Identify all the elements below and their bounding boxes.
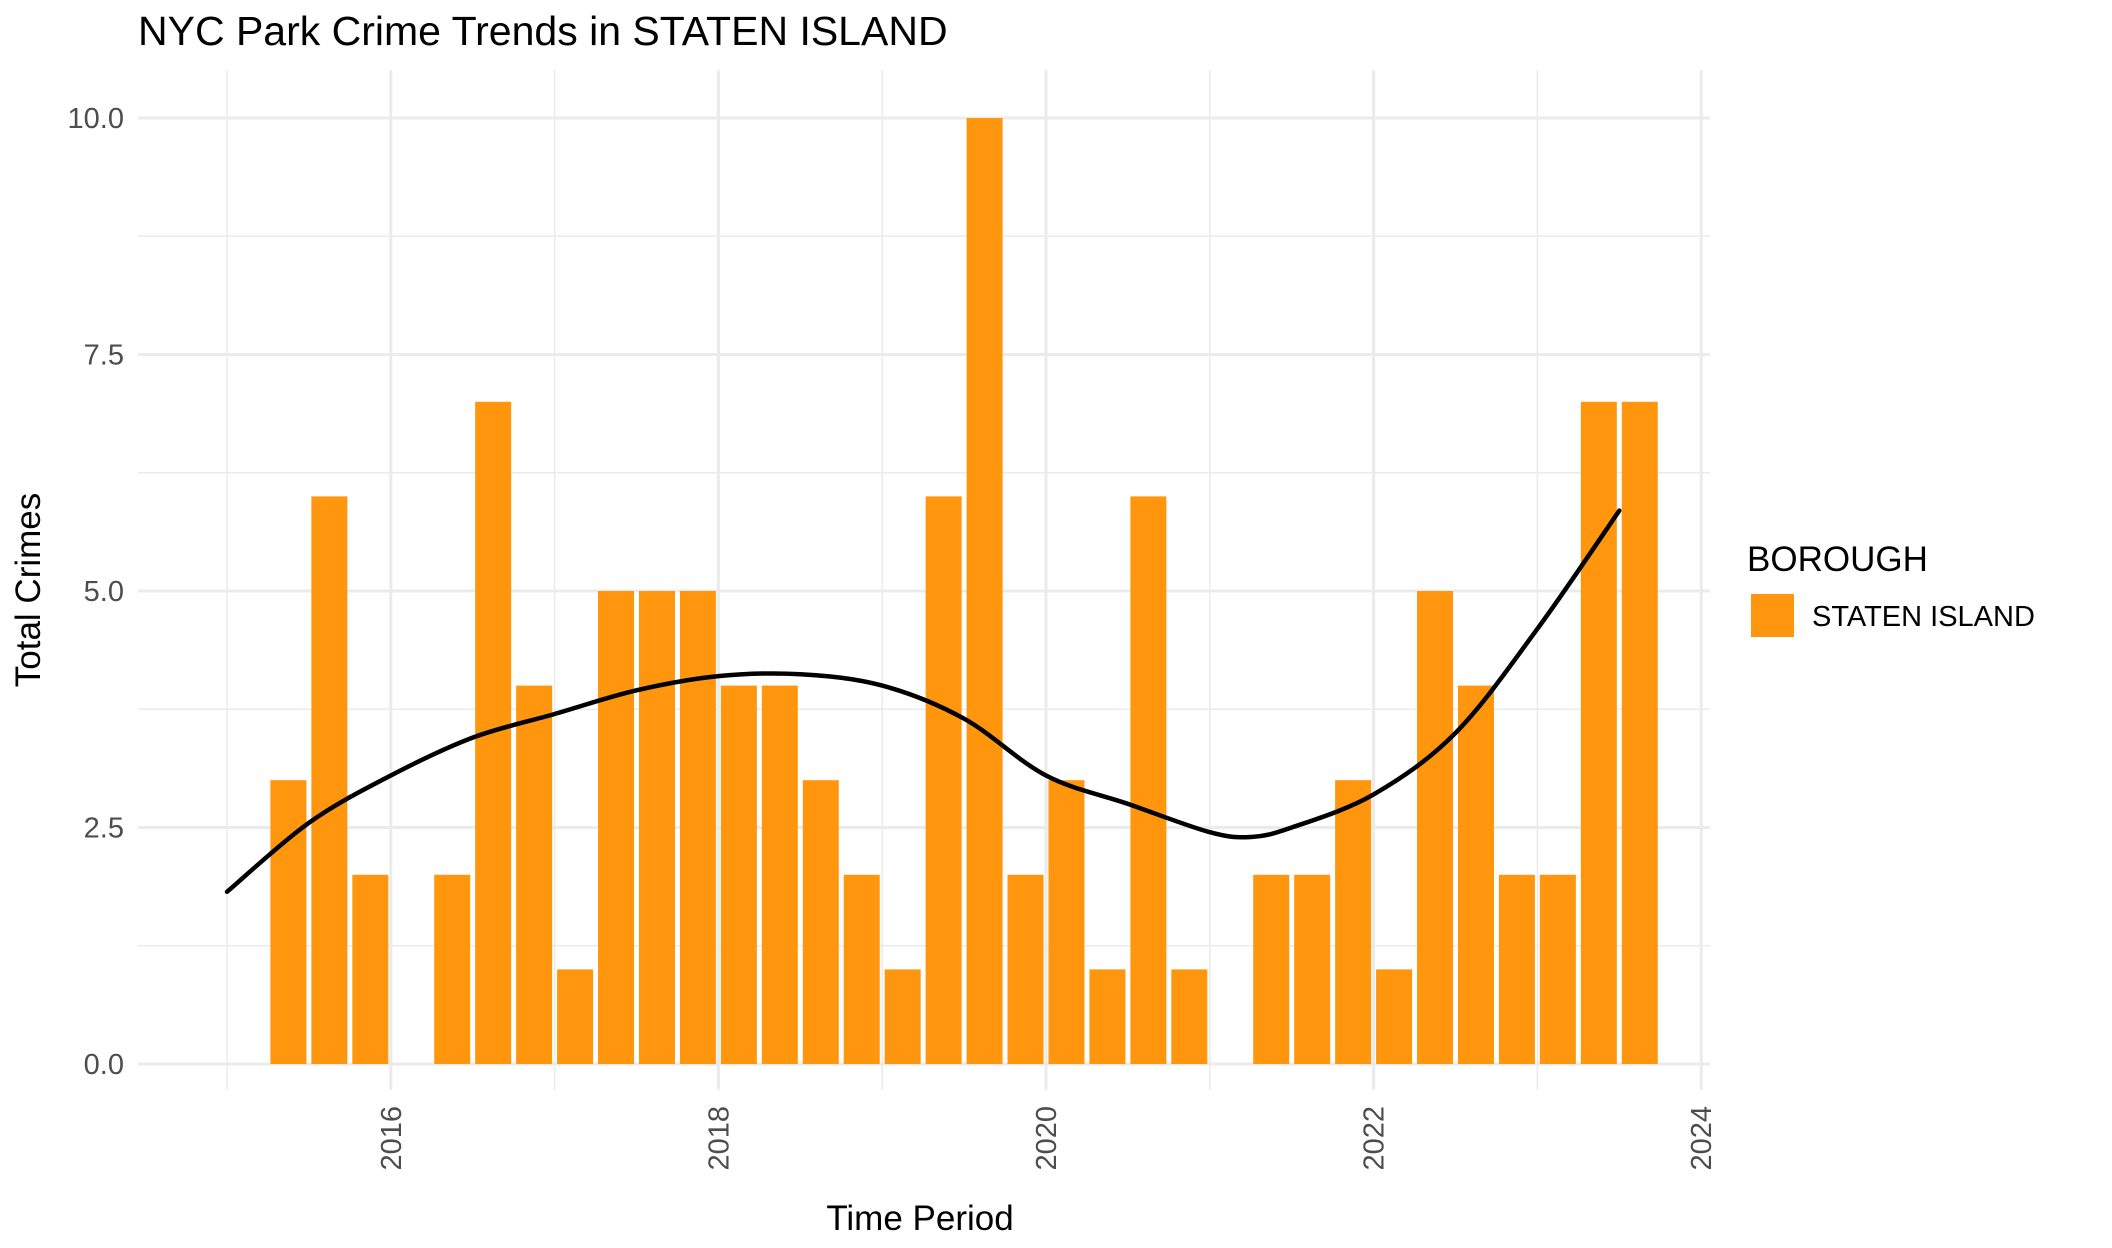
x-tick-label: 2024 — [1686, 1106, 1718, 1171]
bar — [1089, 969, 1126, 1064]
bar — [761, 685, 798, 1064]
bar — [434, 874, 471, 1064]
y-tick-label: 2.5 — [84, 813, 124, 845]
bar — [884, 969, 921, 1064]
legend: BOROUGH STATEN ISLAND — [1747, 540, 2035, 637]
bar — [1376, 969, 1413, 1064]
bar — [1498, 874, 1535, 1064]
bar — [802, 780, 839, 1064]
y-axis-title: Total Crimes — [9, 493, 48, 687]
bar — [843, 874, 880, 1064]
bar — [1253, 874, 1290, 1064]
x-tick-label: 2022 — [1359, 1106, 1391, 1171]
legend-label: STATEN ISLAND — [1812, 601, 2035, 633]
x-axis-title: Time Period — [826, 1199, 1013, 1238]
bar — [638, 591, 675, 1064]
bar — [352, 874, 389, 1064]
bar — [720, 685, 757, 1064]
bar — [516, 685, 553, 1064]
legend-swatch — [1751, 594, 1794, 637]
y-tick-label: 5.0 — [84, 576, 124, 608]
trend-line — [224, 508, 1622, 895]
x-tick-label: 2018 — [703, 1106, 735, 1171]
bars — [270, 118, 1658, 1064]
bar — [1294, 874, 1331, 1064]
bar — [1007, 874, 1044, 1064]
bar — [1457, 685, 1494, 1064]
x-axis-ticks: 2016 2018 2020 2022 2024 — [376, 1106, 1718, 1171]
bar — [1335, 780, 1372, 1064]
bar — [311, 496, 348, 1064]
bar — [1171, 969, 1208, 1064]
bar — [1130, 496, 1167, 1064]
bar — [598, 591, 635, 1064]
y-tick-label: 0.0 — [84, 1049, 124, 1081]
bar — [1539, 874, 1576, 1064]
bar — [557, 969, 594, 1064]
bar — [679, 591, 716, 1064]
bar — [270, 780, 307, 1064]
bar — [925, 496, 962, 1064]
bar — [1048, 780, 1085, 1064]
bar — [1417, 591, 1454, 1064]
legend-title: BOROUGH — [1747, 540, 1928, 579]
bar — [1580, 401, 1617, 1064]
bar — [1621, 401, 1658, 1064]
grid — [138, 70, 1710, 1090]
y-axis-ticks: 0.0 2.5 5.0 7.5 10.0 — [68, 103, 124, 1081]
bar — [966, 118, 1003, 1064]
y-tick-label: 7.5 — [84, 340, 124, 372]
x-tick-label: 2020 — [1031, 1106, 1063, 1171]
x-tick-label: 2016 — [376, 1106, 408, 1171]
y-tick-label: 10.0 — [68, 103, 124, 135]
chart-title: NYC Park Crime Trends in STATEN ISLAND — [138, 8, 948, 54]
